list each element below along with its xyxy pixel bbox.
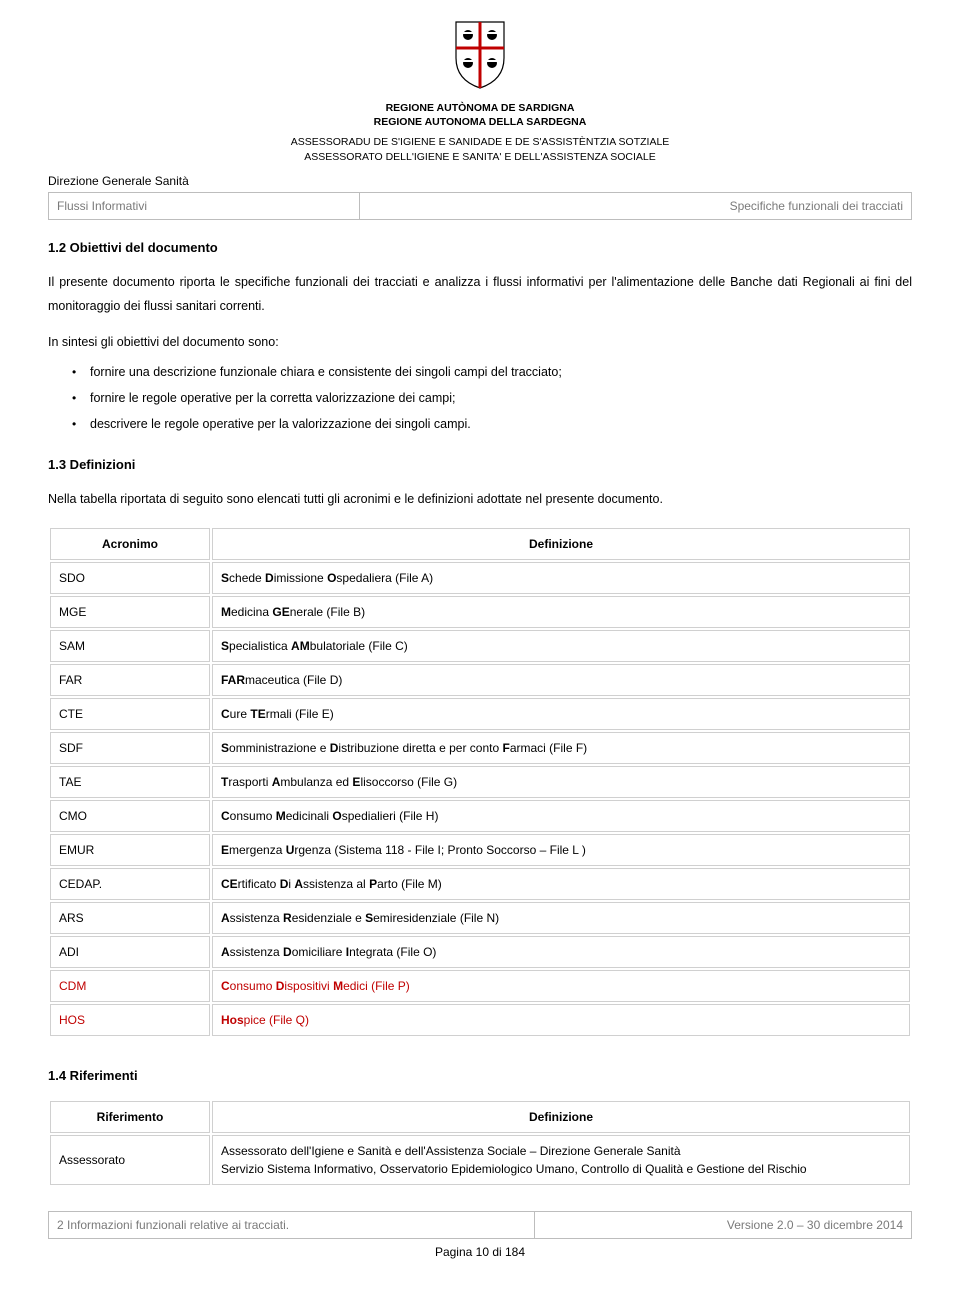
ref-def-line1: Assessorato dell'Igiene e Sanità e dell'… <box>221 1142 901 1160</box>
references-table: Riferimento Definizione Assessorato Asse… <box>48 1099 912 1187</box>
table-row: FARFARmaceutica (File D) <box>50 664 910 696</box>
table-row: TAETrasporti Ambulanza ed Elisoccorso (F… <box>50 766 910 798</box>
table-row: SAMSpecialistica AMbulatoriale (File C) <box>50 630 910 662</box>
definition-cell: Assistenza Residenziale e Semiresidenzia… <box>212 902 910 934</box>
acronym-cell: CTE <box>50 698 210 730</box>
footer-meta-table: 2 Informazioni funzionali relative ai tr… <box>48 1211 912 1239</box>
table-row: SDOSchede Dimissione Ospedaliera (File A… <box>50 562 910 594</box>
th-ref-definizione: Definizione <box>212 1101 910 1133</box>
definition-cell: FARmaceutica (File D) <box>212 664 910 696</box>
acronym-cell: ADI <box>50 936 210 968</box>
region-title: REGIONE AUTÒNOMA DE SARDIGNA REGIONE AUT… <box>48 101 912 129</box>
sardegna-emblem-icon <box>452 18 508 90</box>
table-row: CMOConsumo Medicinali Ospedialieri (File… <box>50 800 910 832</box>
acronym-cell: HOS <box>50 1004 210 1036</box>
table-row: ARSAssistenza Residenziale e Semiresiden… <box>50 902 910 934</box>
assessorato-lines: ASSESSORADU DE S'IGIENE E SANIDADE E DE … <box>48 135 912 163</box>
definition-cell: Medicina GEnerale (File B) <box>212 596 910 628</box>
page-number: Pagina 10 di 184 <box>48 1243 912 1261</box>
definition-cell: Schede Dimissione Ospedaliera (File A) <box>212 562 910 594</box>
region-line2: REGIONE AUTONOMA DELLA SARDEGNA <box>48 115 912 129</box>
acronym-cell: SAM <box>50 630 210 662</box>
assr-line2: ASSESSORATO DELL'IGIENE E SANITA' E DELL… <box>48 150 912 164</box>
table-row: CTECure TErmali (File E) <box>50 698 910 730</box>
acronym-cell: ARS <box>50 902 210 934</box>
definition-cell: Consumo Medicinali Ospedialieri (File H) <box>212 800 910 832</box>
section-1-2-para: Il presente documento riporta le specifi… <box>48 271 912 319</box>
department-line: Direzione Generale Sanità <box>48 172 912 190</box>
page-container: REGIONE AUTÒNOMA DE SARDIGNA REGIONE AUT… <box>0 0 960 1269</box>
definition-cell: Somministrazione e Distribuzione diretta… <box>212 732 910 764</box>
ref-def-line2: Servizio Sistema Informativo, Osservator… <box>221 1160 901 1178</box>
definitions-table: Acronimo Definizione SDOSchede Dimission… <box>48 526 912 1038</box>
table-row: CDMConsumo Dispositivi Medici (File P) <box>50 970 910 1002</box>
section-1-2-intro: In sintesi gli obiettivi del documento s… <box>48 333 912 352</box>
th-definizione: Definizione <box>212 528 910 560</box>
definition-cell: Consumo Dispositivi Medici (File P) <box>212 970 910 1002</box>
footer-left: 2 Informazioni funzionali relative ai tr… <box>49 1212 535 1239</box>
acronym-cell: SDF <box>50 732 210 764</box>
list-item: fornire le regole operative per la corre… <box>72 387 912 411</box>
emblem-block <box>48 18 912 95</box>
table-row: SDFSomministrazione e Distribuzione dire… <box>50 732 910 764</box>
definition-cell: Assistenza Domiciliare Integrata (File O… <box>212 936 910 968</box>
acronym-cell: MGE <box>50 596 210 628</box>
definition-cell: Hospice (File Q) <box>212 1004 910 1036</box>
objectives-list: fornire una descrizione funzionale chiar… <box>48 361 912 436</box>
ref-key: Assessorato <box>50 1135 210 1185</box>
header-meta-table: Flussi Informativi Specifiche funzionali… <box>48 192 912 220</box>
section-1-2-title: 1.2 Obiettivi del documento <box>48 238 912 258</box>
th-riferimento: Riferimento <box>50 1101 210 1133</box>
section-1-4-title: 1.4 Riferimenti <box>48 1066 912 1086</box>
footer-right: Versione 2.0 – 30 dicembre 2014 <box>535 1212 912 1239</box>
ref-def: Assessorato dell'Igiene e Sanità e dell'… <box>212 1135 910 1185</box>
acronym-cell: SDO <box>50 562 210 594</box>
definition-cell: CErtificato Di Assistenza al Parto (File… <box>212 868 910 900</box>
definition-cell: Emergenza Urgenza (Sistema 118 - File I;… <box>212 834 910 866</box>
table-row: CEDAP.CErtificato Di Assistenza al Parto… <box>50 868 910 900</box>
table-row: ADIAssistenza Domiciliare Integrata (Fil… <box>50 936 910 968</box>
table-row: EMUREmergenza Urgenza (Sistema 118 - Fil… <box>50 834 910 866</box>
acronym-cell: CMO <box>50 800 210 832</box>
acronym-cell: CEDAP. <box>50 868 210 900</box>
table-row: MGEMedicina GEnerale (File B) <box>50 596 910 628</box>
list-item: fornire una descrizione funzionale chiar… <box>72 361 912 385</box>
region-line1: REGIONE AUTÒNOMA DE SARDIGNA <box>48 101 912 115</box>
table-row: Assessorato Assessorato dell'Igiene e Sa… <box>50 1135 910 1185</box>
acronym-cell: EMUR <box>50 834 210 866</box>
th-acronimo: Acronimo <box>50 528 210 560</box>
definition-cell: Cure TErmali (File E) <box>212 698 910 730</box>
table-row: HOSHospice (File Q) <box>50 1004 910 1036</box>
definition-cell: Trasporti Ambulanza ed Elisoccorso (File… <box>212 766 910 798</box>
header-meta-right: Specifiche funzionali dei tracciati <box>359 192 912 219</box>
assr-line1: ASSESSORADU DE S'IGIENE E SANIDADE E DE … <box>48 135 912 149</box>
list-item: descrivere le regole operative per la va… <box>72 413 912 437</box>
section-1-3-intro: Nella tabella riportata di seguito sono … <box>48 488 912 512</box>
header-meta-left: Flussi Informativi <box>49 192 360 219</box>
section-1-3-title: 1.3 Definizioni <box>48 455 912 475</box>
definition-cell: Specialistica AMbulatoriale (File C) <box>212 630 910 662</box>
acronym-cell: FAR <box>50 664 210 696</box>
acronym-cell: TAE <box>50 766 210 798</box>
acronym-cell: CDM <box>50 970 210 1002</box>
